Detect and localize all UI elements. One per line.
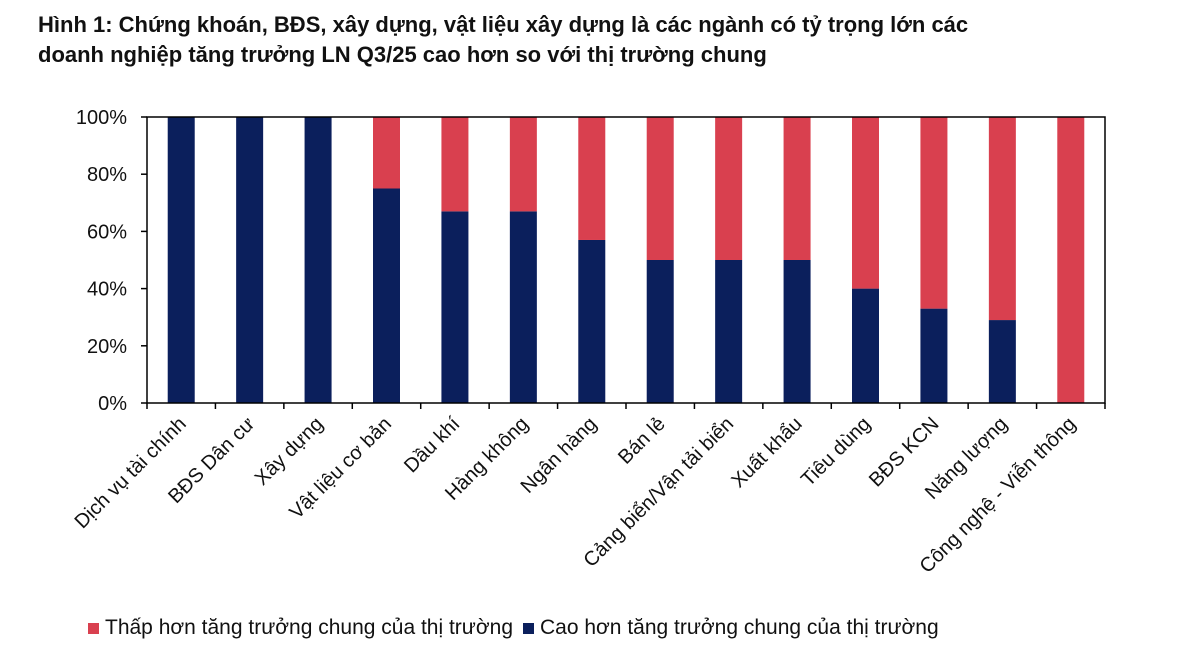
legend-item-lower: Thấp hơn tăng trưởng chung của thị trườn…	[88, 616, 513, 640]
bar-higher-4	[441, 211, 469, 403]
chart-title: Hình 1: Chứng khoán, BĐS, xây dựng, vật …	[38, 10, 1168, 70]
bar-higher-2	[304, 117, 332, 403]
bar-lower-13	[1057, 117, 1085, 403]
bar-lower-6	[578, 117, 606, 240]
y-tick-label-4: 80%	[87, 164, 127, 186]
plot-frame	[146, 116, 1106, 404]
bar-higher-8	[715, 260, 743, 403]
bar-higher-0	[167, 117, 195, 403]
bar-higher-9	[783, 260, 811, 403]
x-tick-label-7: Bán lẻ	[614, 413, 670, 469]
y-tick-label-0: 0%	[98, 393, 127, 415]
bar-higher-5	[509, 211, 537, 403]
bar-higher-6	[578, 239, 606, 403]
bar-higher-12	[988, 320, 1016, 403]
bar-higher-11	[920, 308, 948, 403]
x-tick-label-10: Tiêu dùng	[797, 413, 875, 491]
x-tick-label-9: Xuất khẩu	[727, 413, 806, 492]
legend-swatch-higher	[523, 622, 534, 634]
y-tick-label-5: 100%	[76, 107, 127, 129]
bar-higher-7	[646, 260, 674, 403]
x-tick-label-0: Dịch vụ tài chính	[71, 413, 191, 533]
bar-lower-12	[988, 117, 1016, 321]
bar-lower-11	[920, 117, 948, 309]
x-tick-label-4: Dầu khí	[400, 413, 465, 478]
y-tick-label-2: 40%	[87, 279, 127, 301]
bar-higher-10	[852, 288, 879, 403]
bar-lower-3	[373, 117, 400, 189]
legend-swatch-lower	[88, 622, 99, 634]
legend-item-higher: Cao hơn tăng trưởng chung của thị trường	[523, 616, 939, 640]
bar-lower-4	[441, 117, 469, 212]
bar-lower-10	[852, 117, 879, 289]
bar-lower-7	[646, 117, 674, 260]
bar-higher-3	[373, 188, 400, 403]
legend-label-lower: Thấp hơn tăng trưởng chung của thị trườn…	[105, 616, 513, 639]
title-line-1: Hình 1: Chứng khoán, BĐS, xây dựng, vật …	[38, 12, 969, 37]
bar-lower-8	[715, 117, 743, 260]
y-tick-label-1: 20%	[87, 336, 127, 358]
legend-label-higher: Cao hơn tăng trưởng chung của thị trường	[540, 616, 939, 639]
bar-lower-9	[783, 117, 811, 260]
bar-lower-5	[509, 117, 537, 212]
bar-higher-1	[236, 117, 264, 403]
title-line-2: doanh nghiệp tăng trưởng LN Q3/25 cao hơ…	[38, 42, 767, 67]
y-tick-label-3: 60%	[87, 221, 127, 243]
legend: Thấp hơn tăng trưởng chung của thị trườn…	[88, 616, 949, 640]
